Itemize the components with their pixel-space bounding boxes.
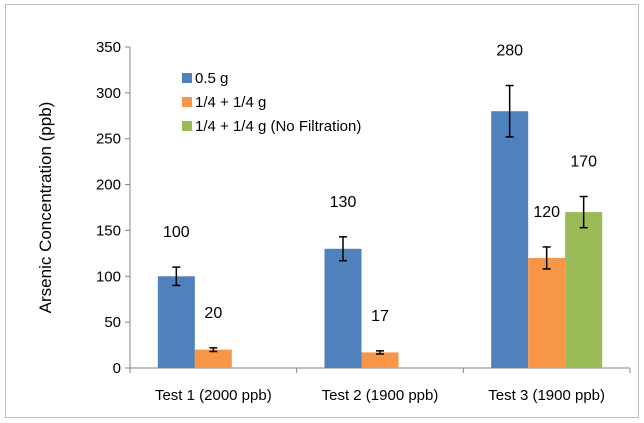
data-labels: 100 20 130 17 280 120 170 [163, 43, 597, 325]
legend-swatch [182, 73, 192, 83]
data-label: 17 [371, 308, 389, 325]
data-label: 280 [496, 43, 523, 60]
legend-label: 1/4 + 1/4 g (No Filtration) [195, 118, 361, 135]
legend-swatch [182, 97, 192, 107]
data-label: 170 [570, 153, 597, 170]
x-tick-label: Test 1 (2000 ppb) [155, 387, 272, 404]
y-tick-label: 100 [96, 268, 121, 285]
data-label: 100 [163, 224, 190, 241]
bar [565, 212, 603, 368]
y-tick-label: 50 [104, 314, 121, 331]
bar [528, 257, 566, 368]
data-label: 120 [533, 204, 560, 221]
data-label: 130 [330, 194, 357, 211]
x-tick-label: Test 3 (1900 ppb) [488, 387, 605, 404]
legend-swatch [182, 121, 192, 131]
data-label: 20 [204, 305, 222, 322]
y-tick-label: 150 [96, 222, 121, 239]
y-tick-label: 200 [96, 177, 121, 194]
bars [157, 84, 603, 368]
y-tick-label: 250 [96, 131, 121, 148]
legend: 0.5 g 1/4 + 1/4 g 1/4 + 1/4 g (No Filtrati… [182, 70, 361, 135]
y-axis-label: Arsenic Concentration (ppb) [36, 102, 55, 314]
bar [157, 276, 195, 368]
legend-label: 0.5 g [195, 70, 228, 87]
y-tick-label: 350 [96, 39, 121, 56]
y-tick-label: 0 [113, 360, 121, 377]
bar [361, 352, 399, 368]
bar [491, 111, 529, 368]
x-tick-label: Test 2 (1900 ppb) [322, 387, 439, 404]
bar [324, 248, 362, 368]
y-tick-label: 300 [96, 85, 121, 102]
legend-label: 1/4 + 1/4 g [195, 94, 266, 111]
bar [194, 349, 232, 368]
